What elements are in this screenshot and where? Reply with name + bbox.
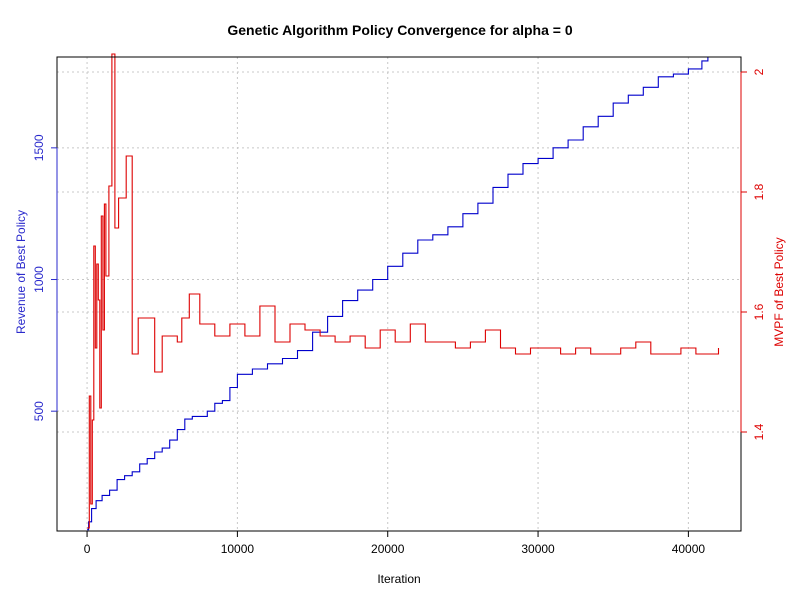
revenue-series (87, 57, 709, 531)
x-tick-label: 10000 (221, 542, 255, 556)
left-axis: 500 1000 1500 (32, 134, 58, 421)
right-tick-label: 1.6 (752, 303, 766, 320)
revenue-line (87, 57, 709, 531)
x-axis-label: Iteration (377, 572, 420, 586)
plot-frame (56, 56, 742, 532)
left-tick-label: 1500 (32, 134, 46, 161)
left-tick-label: 500 (32, 401, 46, 421)
mvpf-line (87, 53, 720, 529)
x-tick-label: 40000 (672, 542, 706, 556)
right-tick-label: 2 (752, 68, 766, 75)
x-axis: 0 10000 20000 30000 40000 (84, 530, 706, 556)
mvpf-series (87, 53, 720, 529)
x-tick-label: 30000 (521, 542, 555, 556)
right-tick-label: 1.4 (752, 423, 766, 440)
chart-title: Genetic Algorithm Policy Convergence for… (227, 22, 573, 38)
left-axis-label: Revenue of Best Policy (14, 210, 28, 334)
right-tick-label: 1.8 (752, 183, 766, 200)
right-axis-label: MVPF of Best Policy (772, 237, 786, 346)
grid (57, 57, 741, 531)
right-axis: 1.4 1.6 1.8 2 (740, 68, 766, 440)
left-tick-label: 1000 (32, 266, 46, 293)
x-tick-label: 0 (84, 542, 91, 556)
x-tick-label: 20000 (371, 542, 405, 556)
